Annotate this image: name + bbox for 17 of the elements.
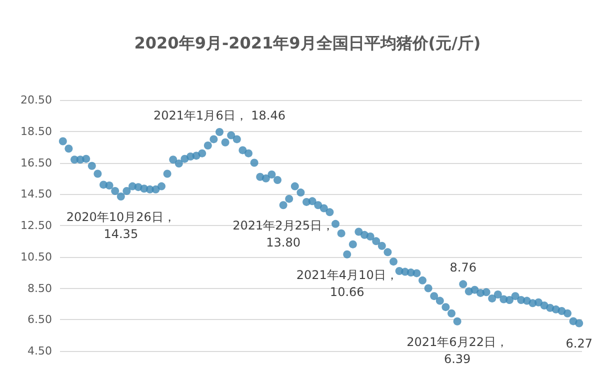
y-tick-label: 10.50: [20, 250, 52, 264]
y-tick-label: 12.50: [20, 219, 52, 232]
annotation: 8.76: [450, 260, 476, 275]
annotation: 2021年6月22日， 6.39: [406, 334, 508, 366]
annotation: 2020年10月26日， 14.35: [66, 210, 176, 241]
y-tick-label: 16.50: [20, 156, 52, 170]
annotation: 2021年2月25日， 13.80: [232, 218, 334, 250]
y-tick-label: 14.50: [20, 188, 52, 201]
y-tick-label: 4.50: [28, 344, 52, 358]
chart-title: 2020年9月-2021年9月全国日平均猪价(元/斤): [134, 34, 481, 52]
y-tick-label: 20.50: [20, 94, 52, 106]
annotation: 2021年4月10日， 10.66: [296, 268, 398, 299]
y-tick-label: 6.50: [28, 313, 52, 326]
annotation: 6.27: [566, 336, 592, 351]
y-tick-label: 18.50: [20, 124, 52, 138]
annotation: 2021年1月6日， 18.46: [154, 108, 286, 123]
y-tick-label: 8.50: [28, 282, 52, 295]
